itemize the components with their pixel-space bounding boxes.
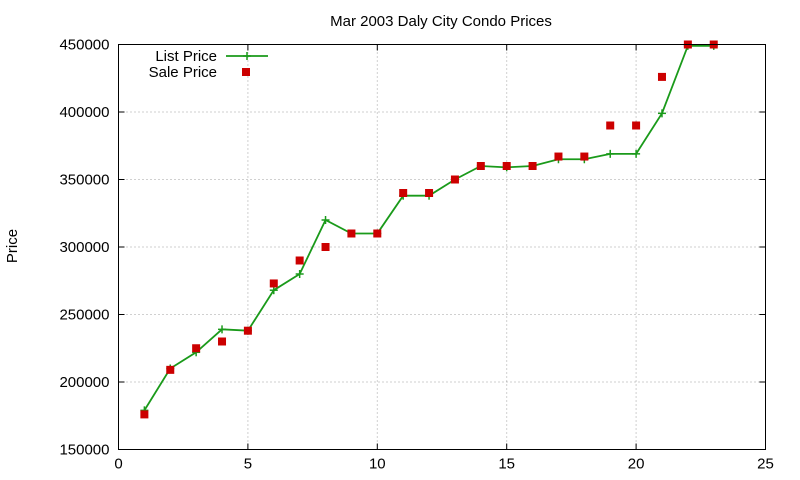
data-point — [218, 325, 227, 334]
legend-label: List Price — [155, 48, 217, 65]
data-point — [580, 152, 589, 161]
series-1 — [140, 40, 718, 419]
data-point — [321, 243, 330, 251]
data-point — [347, 229, 356, 238]
x-tick-label: 10 — [369, 456, 386, 473]
data-point — [243, 326, 252, 335]
data-point — [632, 121, 641, 130]
plot-frame — [118, 44, 766, 450]
data-point — [373, 229, 382, 238]
y-tick-label: 450000 — [59, 37, 109, 54]
y-tick-label: 200000 — [59, 374, 109, 391]
tick-layer: 0 5 10 15 20 25 150000 200000 250000 300000 350000… — [59, 37, 773, 473]
data-point — [166, 365, 175, 374]
y-axis-label: Price — [4, 229, 21, 263]
data-point — [528, 162, 537, 170]
data-point — [606, 149, 615, 158]
grid-layer — [118, 44, 766, 450]
data-point — [657, 72, 666, 81]
x-tick-label: 0 — [114, 456, 122, 473]
legend-marker — [242, 68, 250, 76]
data-point — [399, 189, 408, 197]
x-tick-label: 25 — [757, 456, 774, 473]
data-point — [657, 109, 666, 118]
data-point — [606, 121, 615, 130]
y-tick-label: 350000 — [59, 172, 109, 189]
y-tick-label: 400000 — [59, 104, 109, 121]
series-layer — [140, 40, 718, 419]
x-tick-label: 15 — [498, 456, 515, 473]
data-point — [218, 337, 227, 346]
data-point — [269, 286, 278, 295]
data-point — [321, 216, 330, 224]
y-tick-label: 300000 — [59, 239, 109, 256]
legend-marker — [243, 52, 251, 60]
data-point — [554, 152, 563, 161]
data-point — [295, 270, 304, 278]
y-tick-label: 250000 — [59, 307, 109, 324]
x-tick-label: 5 — [244, 456, 252, 473]
series-line — [143, 44, 714, 411]
data-point — [425, 189, 434, 197]
data-point — [476, 162, 485, 170]
data-point — [450, 175, 459, 184]
data-point — [269, 279, 278, 288]
data-point — [502, 162, 511, 170]
x-tick-label: 20 — [628, 456, 645, 473]
series-0 — [140, 41, 718, 415]
data-point — [192, 344, 201, 353]
chart-title: Mar 2003 Daly City Condo Prices — [330, 13, 552, 30]
data-point — [140, 410, 149, 419]
data-point — [632, 149, 641, 158]
y-tick-label: 150000 — [59, 442, 109, 459]
legend-label: Sale Price — [149, 64, 217, 81]
data-point — [295, 256, 304, 265]
